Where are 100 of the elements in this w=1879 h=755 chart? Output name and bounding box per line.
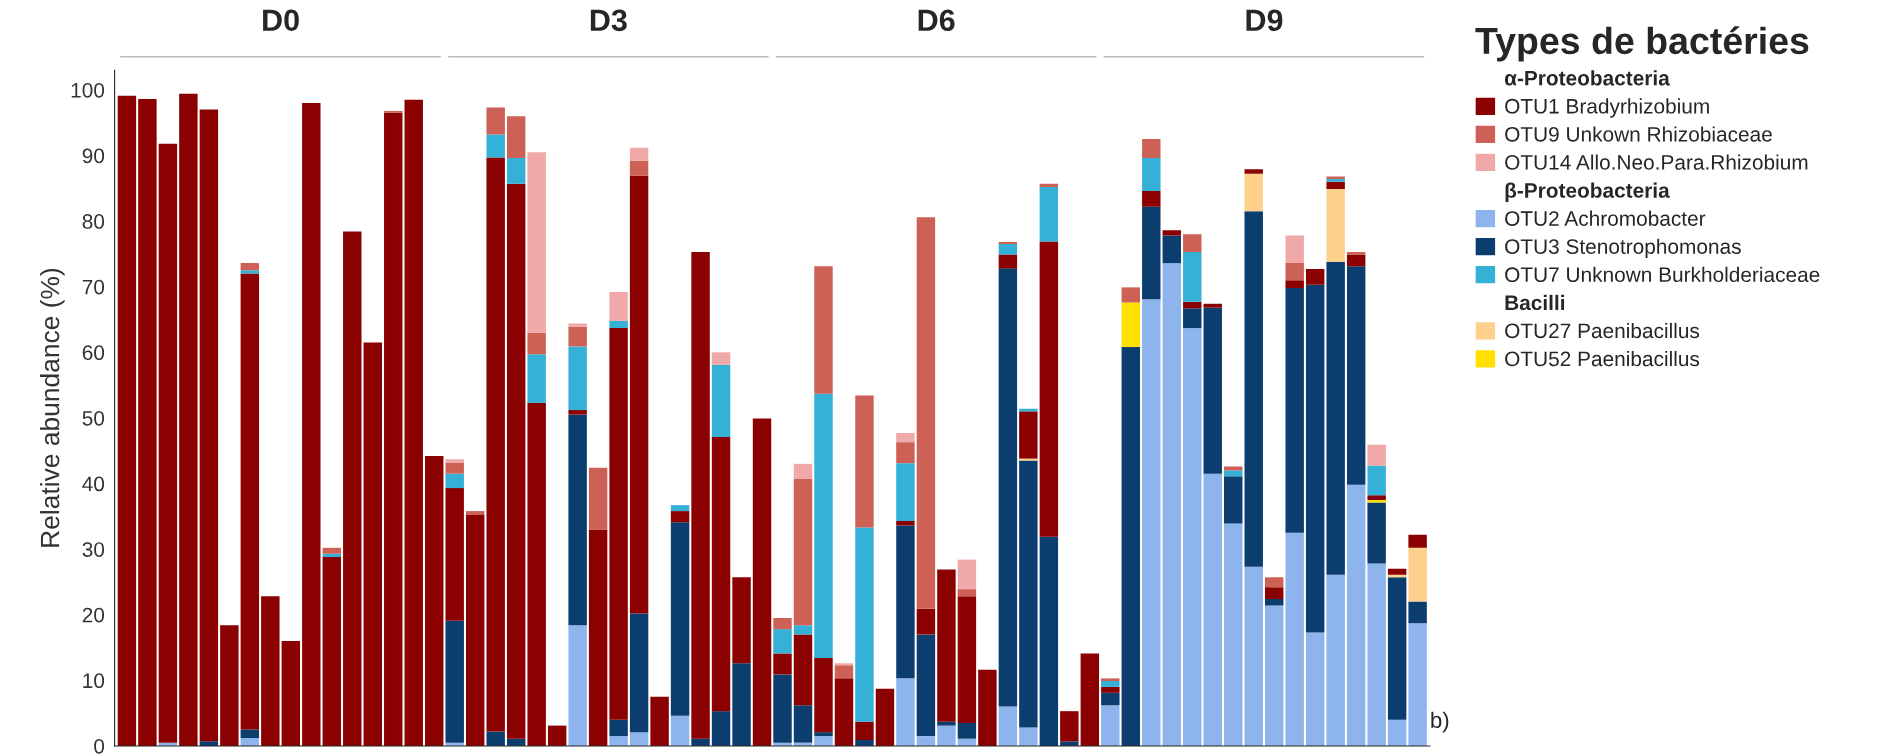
bar: [1408, 623, 1427, 746]
text: D0: [263, 9, 299, 32]
bar: [1244, 169, 1263, 174]
bar: [1142, 299, 1161, 746]
bar: [896, 520, 915, 526]
bar: [691, 251, 710, 739]
bar: [1346, 484, 1366, 746]
y-tick-label: 80: [82, 214, 105, 229]
bar: [384, 112, 403, 746]
bar: [1121, 347, 1141, 746]
y-tick-label: 50: [82, 410, 105, 426]
bar: [1039, 536, 1059, 746]
bar: [1346, 254, 1366, 267]
bar: [1183, 234, 1202, 252]
bar: [1121, 287, 1141, 303]
bar: [588, 467, 608, 530]
bar: [793, 478, 813, 626]
bar: [998, 268, 1018, 707]
bar: [1305, 632, 1325, 746]
bar: [1305, 284, 1325, 633]
bar: [629, 160, 649, 176]
bar: [1264, 605, 1284, 746]
bar: [855, 395, 874, 528]
bar: [506, 116, 526, 159]
bar: [220, 625, 239, 746]
bar: [1019, 727, 1038, 746]
bar: [1285, 280, 1304, 289]
bar: [875, 688, 895, 746]
bar: [609, 719, 628, 737]
bar: [855, 527, 874, 722]
bar: [425, 455, 444, 746]
bar: [1367, 465, 1386, 496]
bar: [1326, 181, 1345, 189]
bar: [937, 725, 956, 746]
bar: [814, 393, 833, 659]
bar: [814, 266, 833, 394]
y-tick-label: 90: [82, 148, 105, 164]
bar: [1264, 587, 1284, 599]
legend-label: OTU7 Unknown Burkholderiaceae: [1505, 266, 1820, 283]
bar: [199, 109, 219, 742]
bar: [1244, 211, 1263, 567]
bar: [1305, 269, 1325, 285]
bar: [1387, 577, 1407, 720]
y-tick-label: 100: [71, 82, 105, 98]
bar: [1408, 534, 1427, 548]
bar: [711, 436, 731, 712]
bar: [1367, 495, 1386, 500]
bar: [1408, 601, 1427, 624]
bar: [896, 463, 915, 521]
bar: [1101, 680, 1120, 687]
y-tick-label: 70: [82, 279, 105, 295]
bar: [773, 674, 792, 743]
bar: [629, 613, 649, 733]
bar: [117, 95, 137, 746]
bar: [1121, 302, 1141, 348]
bar: [1224, 470, 1243, 477]
text: β-Proteobacteria: [1505, 182, 1670, 202]
bar: [1142, 139, 1161, 159]
bar: [568, 625, 587, 746]
bar: [978, 669, 997, 746]
bar: [773, 653, 792, 675]
bar: [445, 462, 464, 474]
bar: [814, 736, 833, 746]
y-tick-label: 30: [82, 542, 105, 557]
legend-label: OTU27 Paenibacillus: [1505, 322, 1700, 339]
bar: [793, 634, 813, 706]
bar: [1142, 190, 1161, 207]
bar: [343, 231, 362, 746]
bar: [1183, 308, 1202, 329]
bar: [322, 553, 342, 557]
bar: [1224, 476, 1243, 524]
bar: [506, 158, 526, 184]
bar: [1285, 263, 1304, 281]
bar: [1224, 466, 1243, 471]
bar: [568, 346, 587, 411]
bar: [793, 705, 813, 743]
bar: [1203, 473, 1222, 746]
bar: [896, 525, 915, 679]
text: D3: [590, 9, 627, 32]
bar: [506, 183, 526, 739]
bar: [302, 103, 321, 746]
bar: [445, 473, 464, 489]
bar: [1080, 653, 1100, 746]
bar: [261, 596, 280, 746]
bar: [240, 270, 260, 274]
bar: [1019, 411, 1038, 459]
bar: [1101, 678, 1120, 681]
bar: [773, 629, 792, 654]
bar: [896, 678, 915, 746]
bar: [814, 732, 833, 737]
bar: [814, 658, 833, 733]
bar: [1060, 711, 1079, 742]
bar: [1142, 206, 1161, 300]
bar: [445, 620, 464, 743]
bar: [732, 663, 751, 746]
bar: [1326, 574, 1345, 746]
bar: [670, 505, 690, 512]
text: b): [1431, 711, 1449, 733]
bar: [670, 715, 690, 746]
bar: [629, 175, 649, 614]
